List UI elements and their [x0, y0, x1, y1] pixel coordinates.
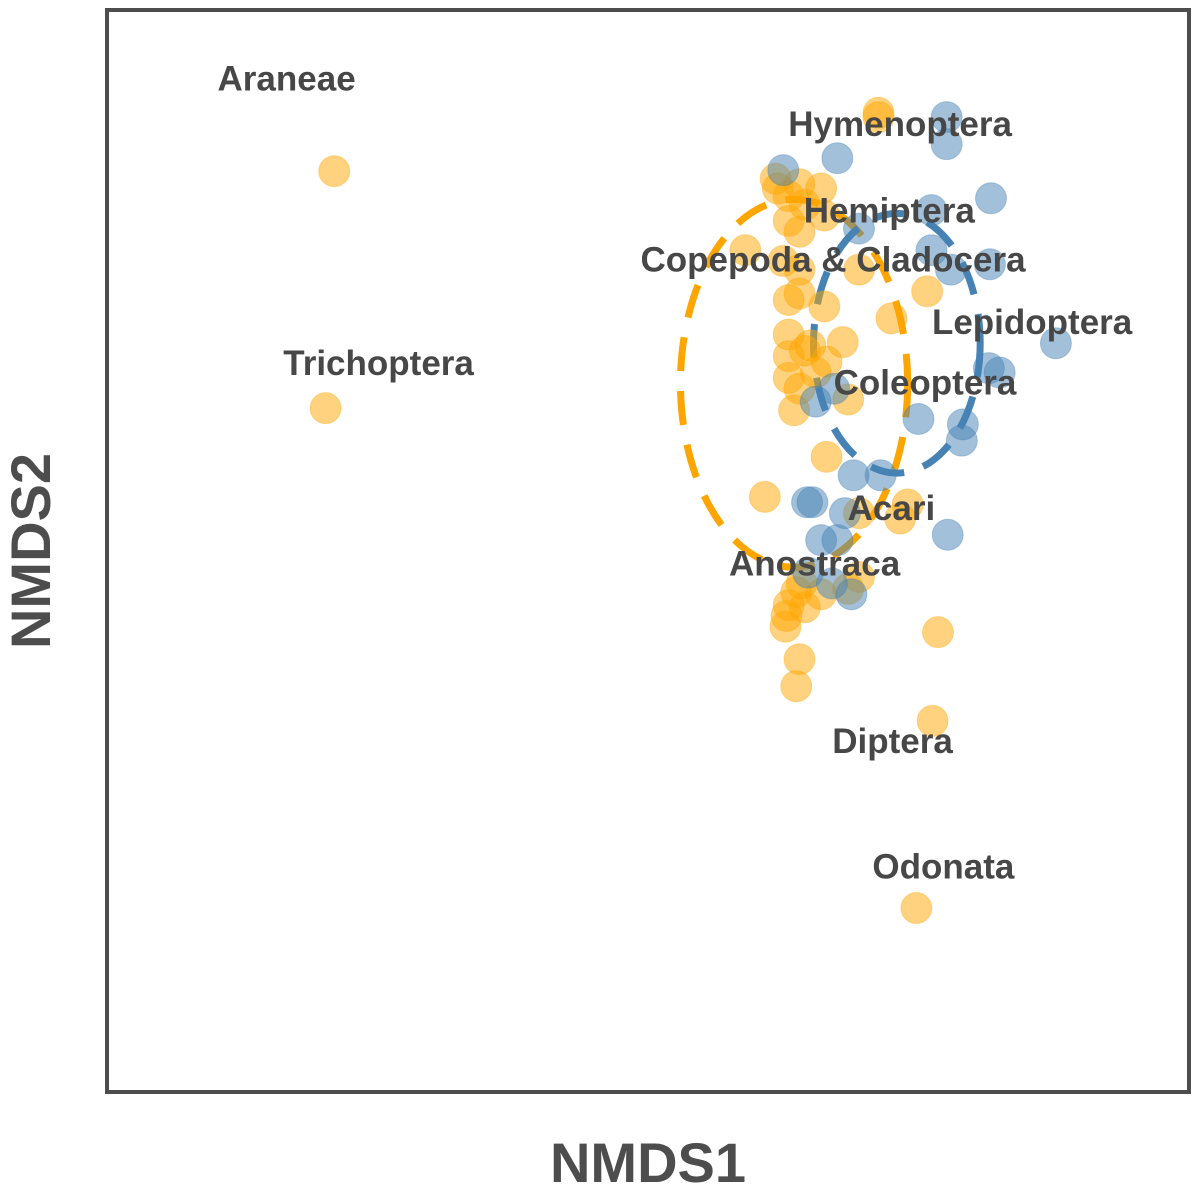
species-label: Acari: [848, 489, 936, 528]
data-point: [835, 578, 868, 611]
data-point: [1039, 327, 1072, 360]
data-point: [842, 212, 875, 245]
data-point: [808, 290, 841, 323]
species-label: Araneae: [218, 60, 356, 99]
data-point: [729, 234, 762, 267]
data-point: [934, 253, 967, 286]
data-point: [799, 385, 832, 418]
x-axis-title: NMDS1: [550, 1131, 746, 1194]
data-point: [842, 253, 875, 286]
data-points: [309, 96, 1072, 925]
data-point: [821, 524, 854, 557]
species-label: Diptera: [832, 722, 953, 761]
data-point: [309, 392, 342, 425]
data-point: [900, 892, 933, 925]
data-point: [864, 459, 897, 492]
data-point: [767, 154, 800, 187]
species-label: Anostraca: [729, 544, 901, 583]
data-point: [945, 424, 978, 457]
data-point: [810, 440, 843, 473]
species-label: Hemiptera: [804, 192, 976, 231]
species-label: Hymenoptera: [788, 105, 1012, 144]
species-label: Lepidoptera: [932, 303, 1133, 342]
data-point: [808, 199, 841, 232]
data-point: [783, 215, 816, 248]
data-point: [837, 459, 870, 492]
data-point: [974, 182, 1007, 215]
data-point: [318, 155, 351, 188]
data-point: [930, 128, 963, 161]
data-point: [783, 643, 816, 676]
data-point: [884, 502, 917, 535]
data-point: [983, 356, 1016, 389]
data-point: [875, 302, 908, 335]
species-labels: Araneae Hymenoptera Hemiptera Copepoda & Cl…: [218, 60, 1133, 887]
species-label: Coleoptera: [834, 364, 1017, 403]
data-point: [973, 248, 1006, 281]
y-axis-title: NMDS2: [0, 453, 62, 649]
species-label: Trichoptera: [283, 344, 474, 383]
plot-frame: [105, 8, 1191, 1094]
species-label: Copepoda & Cladocera: [640, 240, 1026, 279]
data-point: [915, 194, 948, 227]
data-point: [748, 480, 781, 513]
data-point: [921, 616, 954, 649]
data-point: [916, 704, 949, 737]
data-point: [915, 234, 948, 267]
species-label: Odonata: [872, 847, 1014, 886]
data-point: [931, 518, 964, 551]
data-point: [769, 610, 802, 643]
data-point: [783, 277, 816, 310]
data-point: [796, 486, 829, 519]
data-point: [862, 101, 895, 134]
data-point: [911, 275, 944, 308]
data-point: [902, 402, 935, 435]
data-point: [780, 670, 813, 703]
data-point: [821, 142, 854, 175]
